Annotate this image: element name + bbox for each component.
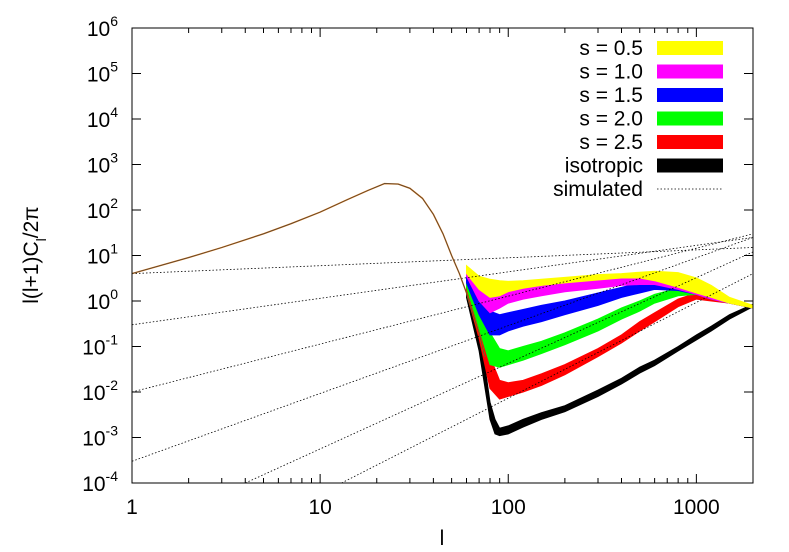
y-tick-label: 10-2 bbox=[82, 377, 118, 405]
y-axis-title-sub: l bbox=[33, 238, 49, 241]
y-tick-label: 106 bbox=[87, 13, 118, 41]
y-tick-label: 10-3 bbox=[82, 423, 118, 451]
y-tick-label: 103 bbox=[87, 150, 118, 178]
legend-swatch bbox=[657, 41, 723, 55]
legend-label: s = 2.5 bbox=[579, 131, 643, 154]
legend-swatch bbox=[657, 88, 723, 102]
legend-swatch bbox=[657, 135, 723, 149]
simulated-line-4 bbox=[132, 237, 753, 462]
common-curve bbox=[132, 182, 486, 357]
simulated-line-1 bbox=[132, 247, 753, 275]
legend-item: s = 2.0 bbox=[579, 108, 723, 131]
y-tick-label: 10-4 bbox=[82, 468, 118, 496]
legend-label: s = 0.5 bbox=[579, 37, 643, 60]
legend-item: simulated bbox=[553, 178, 722, 201]
band-isotropic bbox=[466, 282, 753, 437]
legend-item: s = 2.5 bbox=[579, 131, 723, 154]
legend-swatch bbox=[657, 111, 723, 126]
legend-label: simulated bbox=[553, 178, 643, 201]
y-tick-label: 102 bbox=[87, 195, 118, 223]
y-tick-label: 10-1 bbox=[82, 332, 118, 360]
legend-label: s = 2.0 bbox=[579, 108, 643, 131]
band-s-2-5 bbox=[466, 279, 753, 400]
band-s-0-5 bbox=[466, 264, 753, 309]
legend-item: isotropic bbox=[565, 155, 723, 178]
y-axis-title: l(l+1)Cl/2π bbox=[20, 206, 49, 304]
y-tick-label: 100 bbox=[87, 286, 118, 314]
x-tick-label: 100 bbox=[491, 496, 526, 519]
legend-swatch bbox=[657, 158, 723, 173]
x-tick-label: 10 bbox=[308, 496, 331, 519]
x-tick-label: 1000 bbox=[673, 496, 720, 519]
legend: s = 0.5s = 1.0s = 1.5s = 2.0s = 2.5isotr… bbox=[553, 37, 723, 201]
series-layer bbox=[132, 182, 753, 483]
simulated-line-2 bbox=[132, 236, 753, 326]
legend-item: s = 0.5 bbox=[579, 37, 723, 60]
legend-item: s = 1.0 bbox=[579, 61, 723, 84]
legend-label: s = 1.5 bbox=[579, 84, 643, 107]
y-tick-label: 104 bbox=[87, 104, 118, 132]
ticks-layer bbox=[131, 27, 754, 484]
legend-label: isotropic bbox=[565, 155, 643, 178]
band-s-2-0 bbox=[466, 275, 753, 368]
legend-label: s = 1.0 bbox=[579, 61, 643, 84]
x-axis-title: l bbox=[440, 527, 445, 550]
y-axis-title-main: l(l+1)C bbox=[20, 241, 43, 303]
legend-swatch bbox=[657, 64, 723, 79]
x-tick-label: 1 bbox=[126, 496, 138, 519]
labels-layer: 1 10 100 1000 10-4 10-3 10-2 10-1 100 101 102 103 10… bbox=[82, 13, 720, 519]
y-tick-label: 101 bbox=[87, 241, 118, 269]
y-axis-title-tail: /2π bbox=[20, 206, 43, 238]
legend-item: s = 1.5 bbox=[579, 84, 723, 107]
y-tick-label: 105 bbox=[87, 59, 118, 87]
common-curve-overlay bbox=[132, 183, 485, 357]
